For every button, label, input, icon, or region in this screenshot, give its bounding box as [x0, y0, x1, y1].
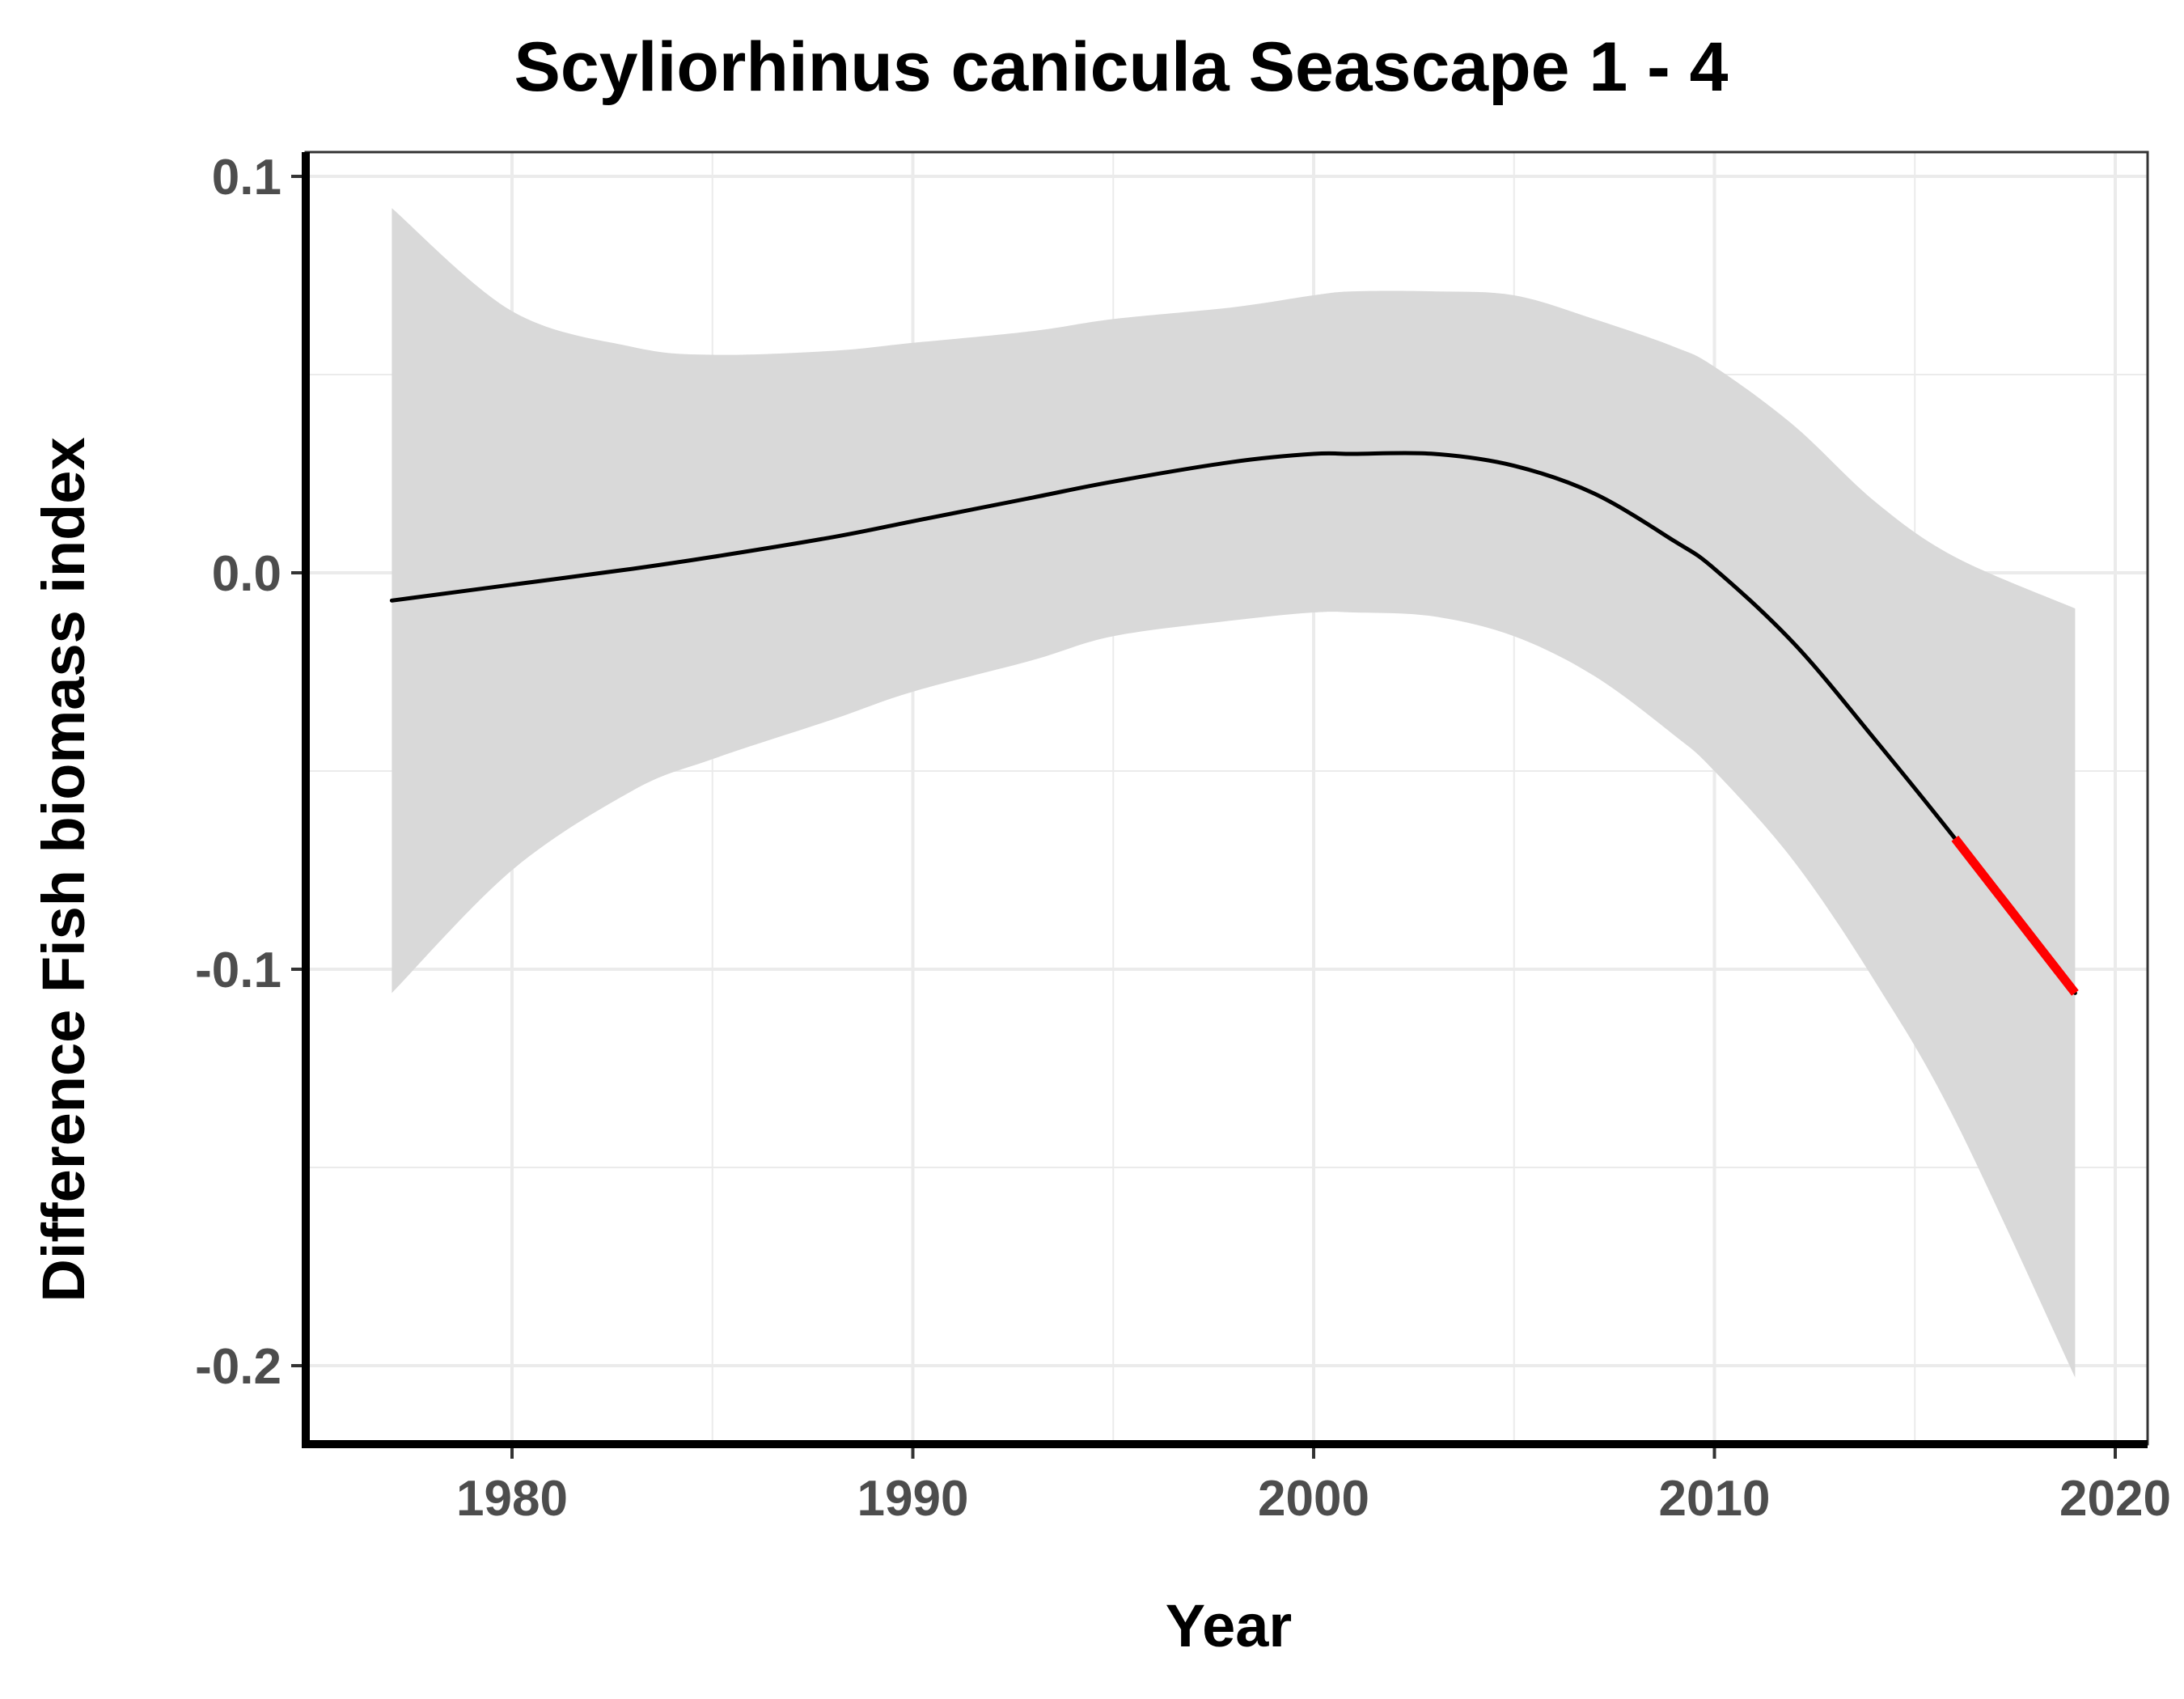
y-axis-title: Difference Fish biomass index: [30, 437, 97, 1302]
x-ticks: 1980 1990 2000 2010 2020: [456, 1448, 2171, 1527]
highlight-line: [1951, 835, 2079, 996]
x-tick-label: 2020: [2059, 1471, 2171, 1527]
y-ticks: -0.2 -0.1 0.0 0.1: [195, 150, 302, 1395]
y-tick-label: -0.1: [195, 943, 281, 998]
x-tick-label: 2010: [1659, 1471, 1771, 1527]
y-tick-label: 0.1: [212, 150, 281, 205]
y-tick-label: 0.0: [212, 546, 281, 602]
x-tick-label: 1980: [456, 1471, 568, 1527]
x-tick-label: 2000: [1258, 1471, 1369, 1527]
x-tick-label: 1990: [857, 1471, 969, 1527]
chart-title: Scyliorhinus canicula Seascape 1 - 4: [514, 28, 1729, 106]
confidence-band: [392, 208, 2076, 1378]
y-tick-label: -0.2: [195, 1339, 281, 1395]
x-axis-title: Year: [1166, 1592, 1292, 1659]
trend-line: [389, 451, 2077, 995]
